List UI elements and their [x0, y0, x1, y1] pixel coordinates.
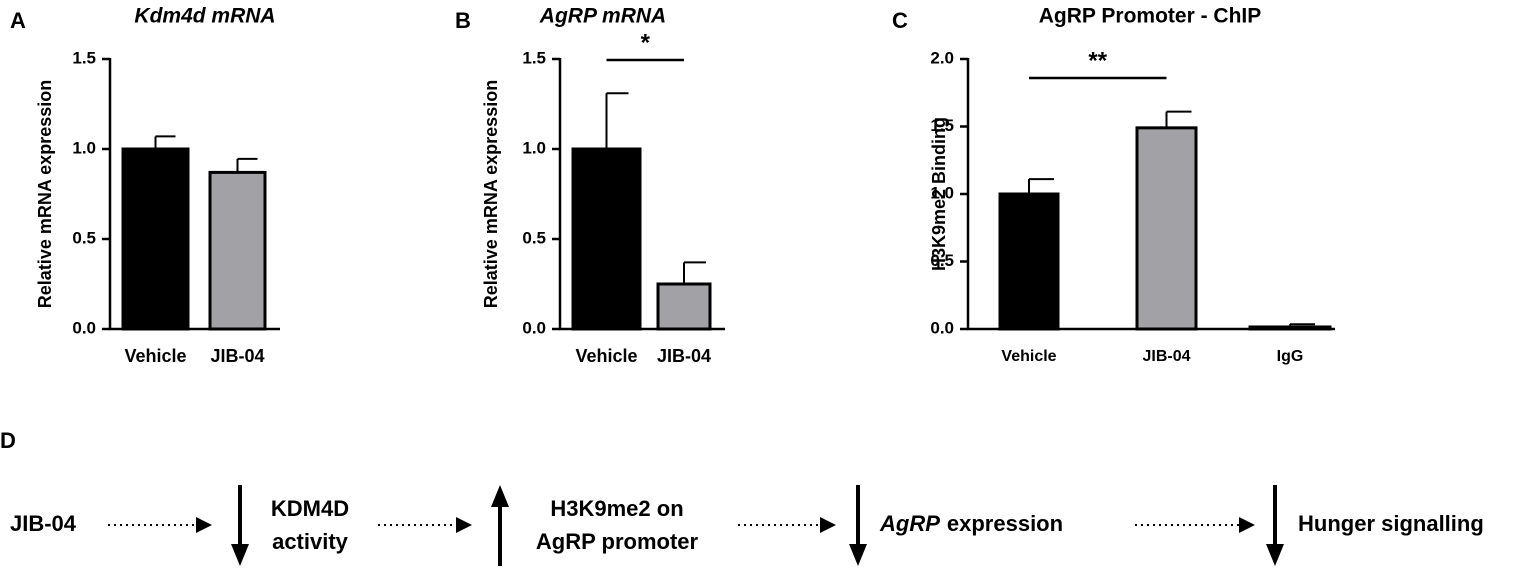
bar	[208, 170, 267, 331]
y-tick-label: 1.0	[522, 138, 546, 157]
x-tick-label: JIB-04	[210, 346, 264, 366]
node-text: Hunger signalling	[1298, 511, 1484, 536]
node-text: KDM4D	[271, 496, 349, 521]
arrow-head	[491, 485, 509, 507]
node-label: Hunger signalling	[1298, 511, 1484, 536]
panel-label: C	[892, 8, 908, 33]
node-text: AgRP expression	[879, 511, 1063, 536]
y-tick-label: 0.5	[522, 228, 546, 247]
x-tick-label: Vehicle	[124, 346, 186, 366]
y-tick-label: 2.0	[930, 48, 954, 67]
bar	[571, 147, 642, 331]
x-tick-label: Vehicle	[575, 346, 637, 366]
arrow-head	[849, 544, 867, 566]
x-tick-label: JIB-04	[657, 346, 711, 366]
panel-label: A	[10, 8, 26, 33]
y-tick-label: 0.0	[930, 318, 954, 337]
significance-label: *	[641, 29, 651, 56]
y-tick-label: 1.5	[72, 48, 96, 67]
bar	[1248, 325, 1332, 331]
arrow-head	[820, 517, 836, 533]
significance-label: **	[1088, 47, 1107, 74]
chart-title: Kdm4d mRNA	[134, 5, 275, 28]
x-tick-label: IgG	[1277, 348, 1304, 365]
arrow-head	[1266, 544, 1284, 566]
bar	[1135, 126, 1198, 331]
y-axis-label: Relative mRNA expression	[481, 80, 501, 308]
arrow-head	[1239, 517, 1255, 533]
panel-label: B	[455, 8, 471, 33]
node-text: activity	[272, 529, 349, 554]
node-label: expression	[947, 511, 1063, 536]
node-emphasis: AgRP	[879, 511, 940, 536]
node-text: H3K9me2 on	[550, 496, 683, 521]
node-text: AgRP promoter	[536, 529, 699, 554]
chart-title: AgRP Promoter - ChIP	[1039, 5, 1261, 28]
y-tick-label: 1.5	[522, 48, 546, 67]
panel-label: D	[0, 428, 16, 453]
y-tick-label: 1.0	[72, 138, 96, 157]
arrow-head	[231, 544, 249, 566]
diagram-start: JIB-04	[10, 511, 77, 536]
bar	[121, 147, 190, 331]
y-tick-label: 1.5	[930, 116, 954, 135]
y-tick-label: 0.0	[72, 318, 96, 337]
bar	[998, 192, 1060, 331]
y-tick-label: 0.5	[930, 251, 954, 270]
x-tick-label: Vehicle	[1001, 348, 1056, 365]
y-tick-label: 0.0	[522, 318, 546, 337]
y-axis-label: H3K9me2 Binding	[929, 117, 949, 271]
y-axis-label: Relative mRNA expression	[35, 80, 55, 308]
arrow-head	[456, 517, 472, 533]
x-tick-label: JIB-04	[1142, 348, 1190, 365]
chart-title: AgRP mRNA	[539, 5, 666, 28]
y-tick-label: 0.5	[72, 228, 96, 247]
bar	[656, 282, 712, 331]
arrow-head	[196, 517, 212, 533]
y-tick-label: 1.0	[930, 183, 954, 202]
